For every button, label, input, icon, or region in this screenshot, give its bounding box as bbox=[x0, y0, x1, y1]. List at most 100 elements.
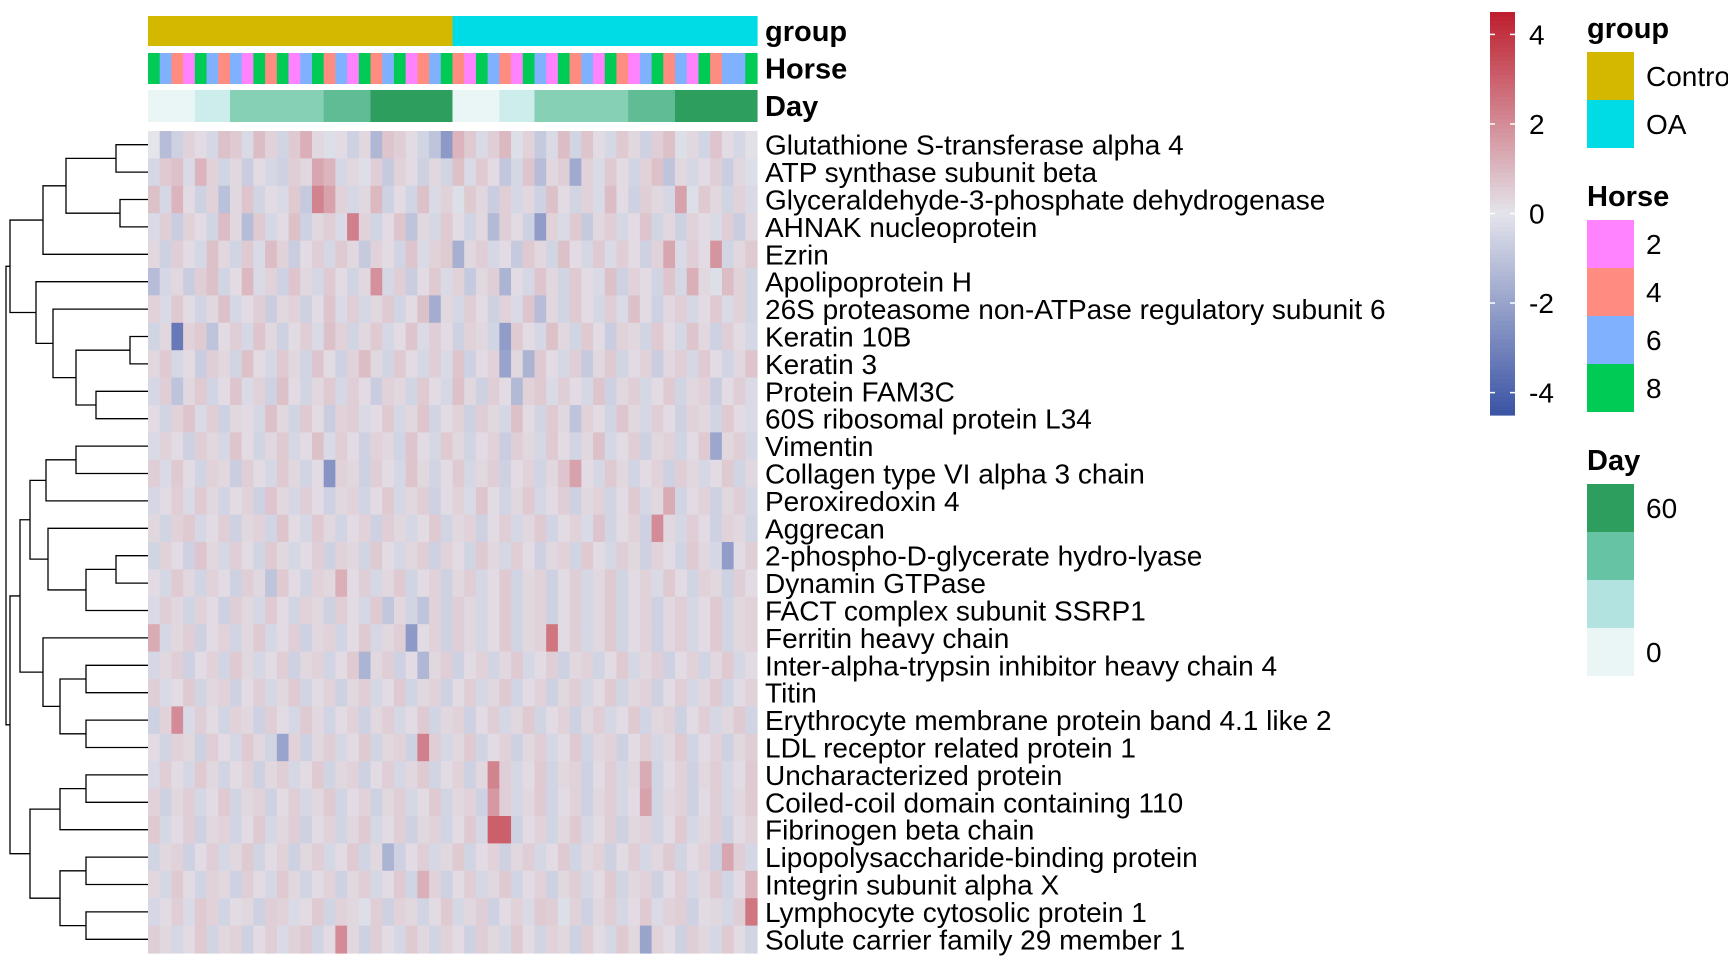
heatmap-cell bbox=[546, 405, 559, 433]
heatmap-cell bbox=[499, 377, 512, 406]
heatmap-cell bbox=[194, 131, 208, 159]
color-scale-segment bbox=[1490, 338, 1515, 344]
heatmap-cell bbox=[487, 843, 500, 872]
heatmap-cell bbox=[487, 706, 500, 735]
heatmap-cell bbox=[569, 542, 582, 570]
heatmap-cell bbox=[698, 843, 711, 872]
legend-swatch-day bbox=[1587, 484, 1634, 532]
heatmap-cell bbox=[593, 624, 606, 653]
heatmap-cell bbox=[499, 706, 512, 735]
heatmap-cell bbox=[229, 405, 243, 433]
heatmap-cell bbox=[698, 596, 711, 625]
heatmap-cell bbox=[440, 706, 454, 735]
annotation-cell-horse bbox=[686, 53, 700, 84]
dendrogram-branch bbox=[119, 198, 148, 228]
heatmap-cell bbox=[417, 651, 430, 680]
heatmap-cell bbox=[393, 432, 407, 461]
heatmap-cell bbox=[241, 459, 255, 488]
heatmap-cell bbox=[593, 706, 606, 735]
heatmap-cell bbox=[452, 624, 465, 653]
heatmap-cell bbox=[616, 295, 629, 324]
heatmap-cell bbox=[733, 596, 746, 625]
heatmap-cell bbox=[511, 405, 524, 433]
heatmap-cell bbox=[721, 624, 735, 653]
heatmap-cell bbox=[522, 158, 536, 187]
heatmap-cell bbox=[593, 514, 606, 543]
heatmap-cell bbox=[487, 295, 500, 324]
color-scale-segment bbox=[1490, 83, 1515, 89]
heatmap-cell bbox=[288, 459, 301, 488]
heatmap-cell bbox=[464, 624, 477, 653]
heatmap-cell bbox=[698, 268, 711, 296]
color-scale-segment bbox=[1490, 307, 1515, 313]
heatmap-cell bbox=[733, 432, 746, 461]
heatmap-cell bbox=[358, 542, 372, 570]
heatmap-cell bbox=[183, 322, 196, 351]
heatmap-cell bbox=[206, 761, 219, 790]
heatmap-cell bbox=[569, 569, 582, 598]
heatmap-cell bbox=[639, 459, 653, 488]
heatmap-cell bbox=[487, 733, 500, 762]
heatmap-cell bbox=[265, 158, 278, 187]
heatmap-cell bbox=[511, 432, 524, 461]
heatmap-cell bbox=[557, 870, 571, 899]
heatmap-cell bbox=[171, 377, 184, 406]
annotation-cell-day bbox=[194, 90, 208, 122]
heatmap-cell bbox=[276, 733, 290, 762]
heatmap-cell bbox=[557, 788, 571, 817]
color-scale-segment bbox=[1490, 267, 1515, 273]
heatmap-cell bbox=[663, 350, 676, 379]
heatmap-cell bbox=[347, 295, 360, 324]
annotation-cell-day bbox=[745, 90, 758, 122]
row-label: Ferritin heavy chain bbox=[765, 623, 1009, 654]
heatmap-cell bbox=[675, 898, 688, 927]
heatmap-cell bbox=[522, 925, 536, 954]
heatmap-cell bbox=[183, 651, 196, 680]
heatmap-cell bbox=[452, 131, 465, 159]
annotation-cell-horse bbox=[206, 53, 219, 84]
color-scale-segment bbox=[1490, 231, 1515, 237]
heatmap-cell bbox=[229, 487, 243, 516]
heatmap-cell bbox=[148, 213, 161, 242]
heatmap-cell bbox=[593, 240, 606, 269]
color-scale-segment bbox=[1490, 146, 1515, 152]
row-label: Keratin 3 bbox=[765, 349, 877, 380]
heatmap-cell bbox=[557, 843, 571, 872]
heatmap-cell bbox=[300, 377, 313, 406]
annotation-cell-horse bbox=[440, 53, 454, 84]
heatmap-cell bbox=[370, 432, 383, 461]
heatmap-cell bbox=[229, 816, 243, 844]
heatmap-cell bbox=[370, 651, 383, 680]
heatmap-cell bbox=[557, 925, 571, 954]
heatmap-cell bbox=[159, 679, 173, 707]
heatmap-cell bbox=[475, 569, 489, 598]
heatmap-cell bbox=[464, 377, 477, 406]
legend-swatch-day bbox=[1587, 532, 1634, 580]
heatmap-cell bbox=[569, 432, 582, 461]
heatmap-cell bbox=[429, 898, 442, 927]
heatmap-cell bbox=[534, 898, 547, 927]
heatmap-cell bbox=[440, 377, 454, 406]
heatmap-cell bbox=[604, 679, 618, 707]
annotation-cell-day bbox=[288, 90, 301, 122]
heatmap-cell bbox=[745, 761, 758, 790]
heatmap-cell bbox=[675, 322, 688, 351]
heatmap-cell bbox=[323, 733, 336, 762]
heatmap-cell bbox=[229, 679, 243, 707]
heatmap-cell bbox=[745, 350, 758, 379]
heatmap-cell bbox=[628, 487, 641, 516]
heatmap-cell bbox=[546, 240, 559, 269]
heatmap-cell bbox=[440, 679, 454, 707]
heatmap-cell bbox=[370, 213, 383, 242]
annotation-cell-group bbox=[721, 16, 735, 46]
heatmap-cell bbox=[358, 898, 372, 927]
heatmap-cell bbox=[241, 733, 255, 762]
heatmap-cell bbox=[745, 295, 758, 324]
color-scale-segment bbox=[1490, 123, 1515, 130]
heatmap-cell bbox=[405, 761, 418, 790]
heatmap-cell bbox=[253, 514, 266, 543]
annotation-cell-group bbox=[253, 16, 266, 46]
heatmap-cell bbox=[710, 377, 723, 406]
heatmap-cell bbox=[686, 158, 700, 187]
heatmap-cell bbox=[546, 898, 559, 927]
